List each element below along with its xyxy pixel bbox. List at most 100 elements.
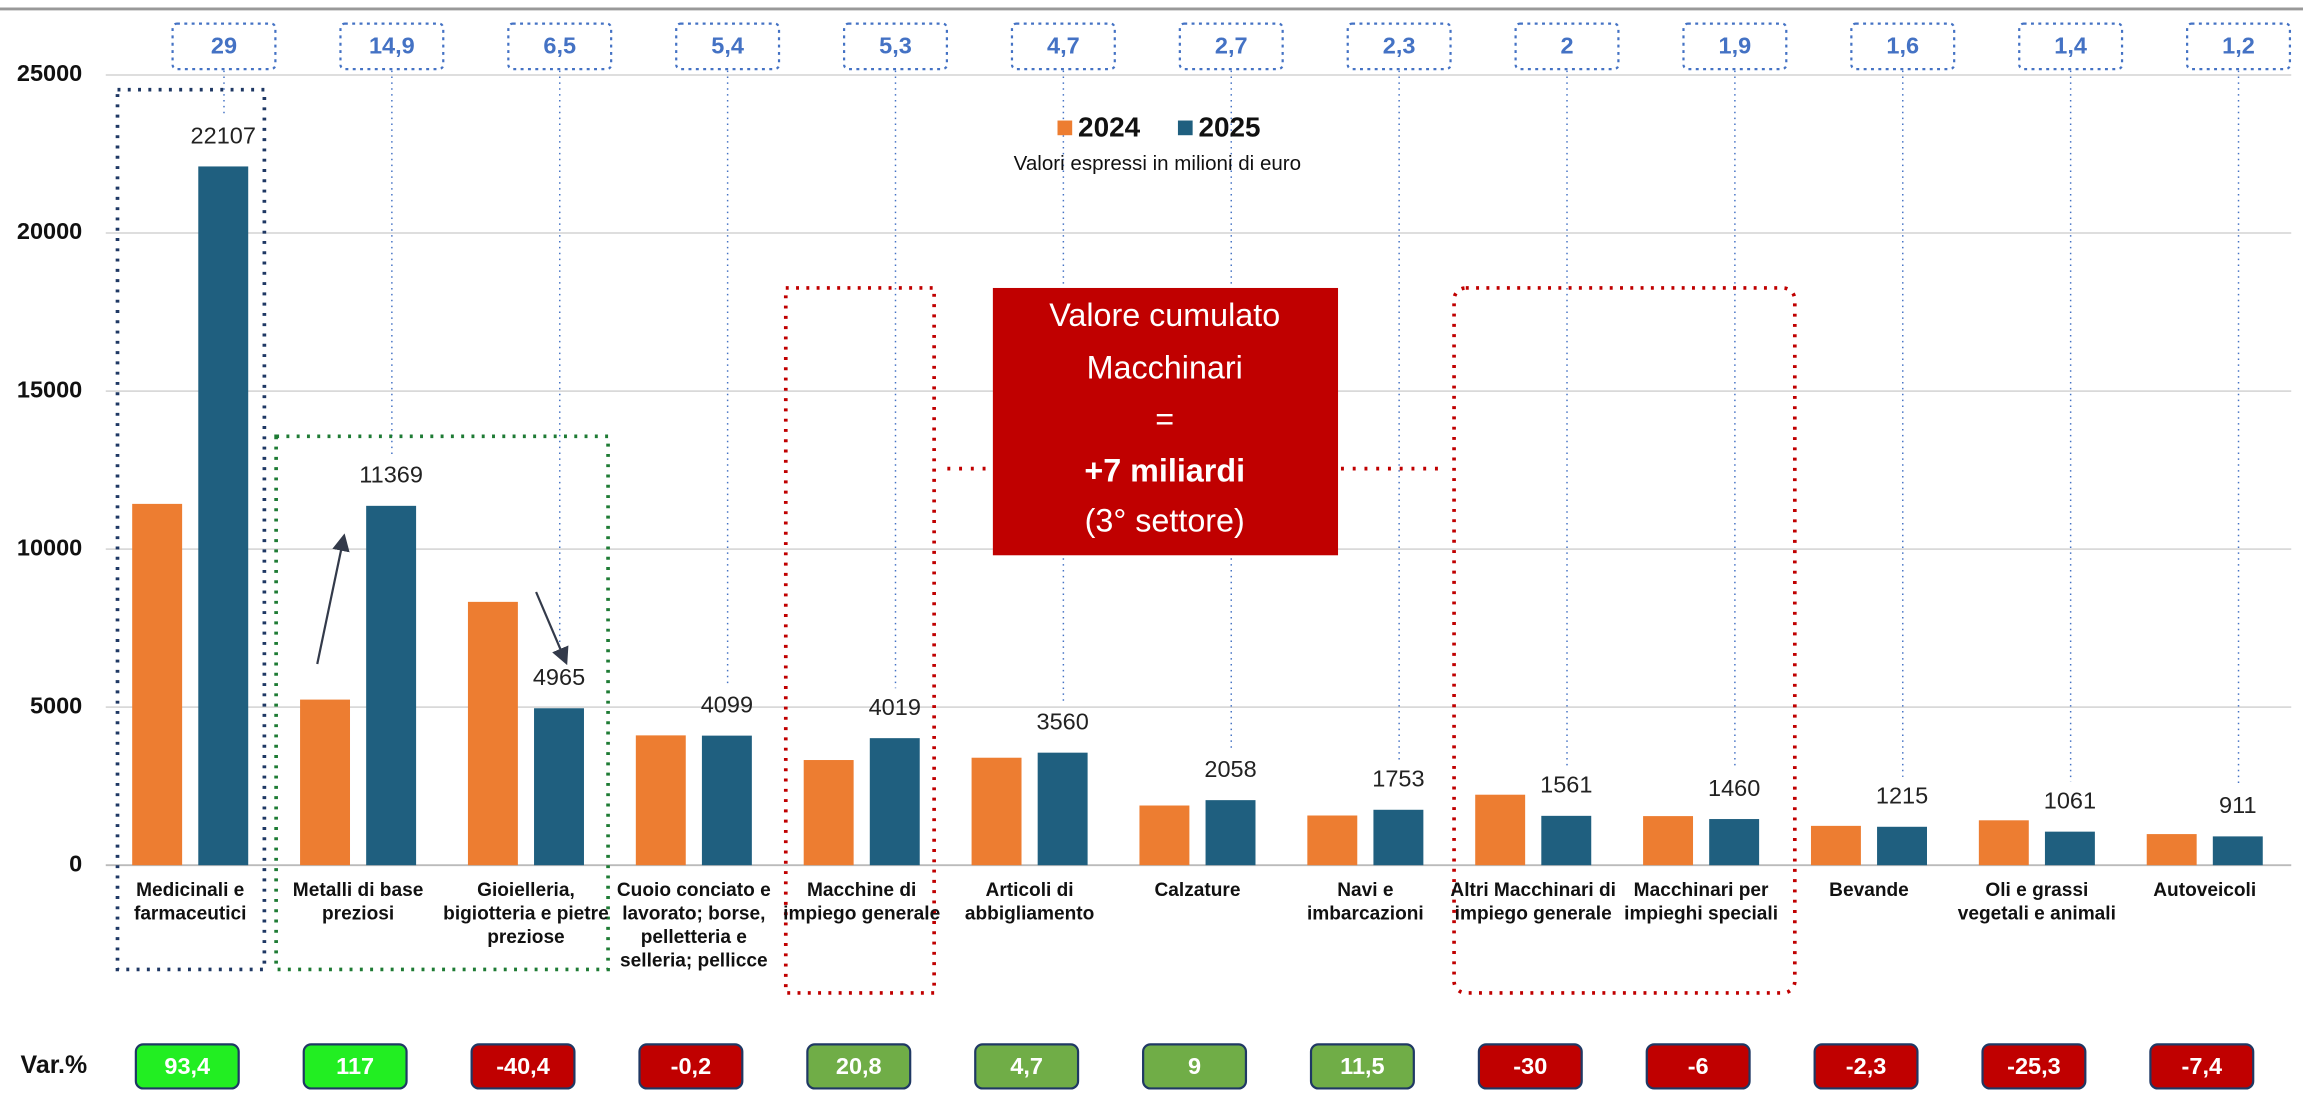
value-label: 2058 bbox=[1204, 756, 1256, 782]
x-tick-label-box: Metalli di base preziosi bbox=[293, 878, 424, 924]
x-tick-label: Bevande bbox=[1829, 878, 1909, 901]
legend-swatch bbox=[1177, 120, 1193, 136]
bar bbox=[971, 757, 1022, 866]
top-box bbox=[507, 22, 613, 71]
var-box bbox=[2149, 1043, 2255, 1090]
x-tick-label: Articoli di abbigliamento bbox=[964, 878, 1095, 924]
bar bbox=[198, 166, 249, 866]
top-box-label: 5,4 bbox=[711, 32, 744, 58]
x-tick-label-box: Navi e imbarcazioni bbox=[1306, 878, 1424, 924]
bar bbox=[1205, 800, 1256, 866]
x-tick-label: Oli e grassi vegetali e animali bbox=[1957, 878, 2116, 924]
top-box bbox=[1010, 22, 1116, 71]
annotation: +7 miliardi bbox=[1084, 453, 1245, 489]
value-label: 1753 bbox=[1372, 766, 1424, 792]
var-label: 20,8 bbox=[836, 1053, 882, 1079]
y-tick-label: 0 bbox=[69, 850, 82, 876]
x-tick-label-box: Bevande bbox=[1829, 878, 1909, 901]
var-label: -30 bbox=[1513, 1053, 1547, 1079]
x-tick-label: Calzature bbox=[1154, 878, 1241, 901]
var-label: -2,3 bbox=[1846, 1053, 1887, 1079]
var-box bbox=[1981, 1043, 2087, 1090]
arrow bbox=[535, 591, 569, 666]
var-box bbox=[1309, 1043, 1415, 1090]
var-label: -0,2 bbox=[671, 1053, 712, 1079]
x-tick-label-box: Articoli di abbigliamento bbox=[964, 878, 1095, 924]
var-label: -7,4 bbox=[2182, 1053, 2223, 1079]
bar bbox=[1541, 815, 1592, 866]
var-box bbox=[1645, 1043, 1751, 1090]
top-box bbox=[1178, 22, 1284, 71]
legend-label: 2024 bbox=[1078, 112, 1141, 143]
bar bbox=[2212, 836, 2263, 866]
x-tick-label: Cuoio conciato e lavorato; borse, pellet… bbox=[616, 878, 771, 971]
var-box bbox=[134, 1043, 240, 1090]
bar bbox=[869, 738, 920, 866]
var-label: -25,3 bbox=[2007, 1053, 2061, 1079]
bar bbox=[1307, 815, 1358, 866]
bar bbox=[132, 503, 183, 866]
bar bbox=[2146, 834, 2197, 866]
x-tick-label: Autoveicoli bbox=[2153, 878, 2257, 901]
top-box bbox=[171, 22, 277, 71]
var-label: Var.% bbox=[21, 1051, 88, 1079]
value-label: 11369 bbox=[359, 462, 423, 488]
top-box bbox=[1514, 22, 1620, 71]
x-tick-label-box: Gioielleria, bigiotteria e pietre prezio… bbox=[443, 878, 609, 948]
top-box-label: 2,3 bbox=[1383, 32, 1416, 58]
top-box-label: 6,5 bbox=[543, 32, 576, 58]
var-label: 11,5 bbox=[1340, 1053, 1384, 1079]
annotation: Valore cumulato bbox=[1049, 297, 1280, 333]
value-label: 22107 bbox=[191, 122, 256, 148]
y-tick-label: 5000 bbox=[30, 692, 82, 718]
var-label: 117 bbox=[336, 1053, 374, 1079]
subtitle: Valori espressi in milioni di euro bbox=[1014, 152, 1301, 175]
var-box bbox=[1142, 1043, 1248, 1090]
top-box-label: 1,6 bbox=[1886, 32, 1919, 58]
value-label: 1460 bbox=[1708, 775, 1760, 801]
top-box bbox=[2018, 22, 2124, 71]
frame bbox=[115, 87, 267, 972]
top-box-label: 4,7 bbox=[1047, 32, 1080, 58]
bar bbox=[1475, 794, 1526, 866]
x-tick-label-box: Autoveicoli bbox=[2153, 878, 2257, 901]
value-label: 4019 bbox=[869, 694, 921, 720]
top-box bbox=[1850, 22, 1956, 71]
var-label: -40,4 bbox=[496, 1053, 550, 1079]
top-box-label: 2 bbox=[1560, 32, 1573, 58]
var-box bbox=[1477, 1043, 1583, 1090]
x-tick-label-box: Calzature bbox=[1154, 878, 1241, 901]
top-box-label: 29 bbox=[211, 32, 237, 58]
bar bbox=[701, 735, 752, 866]
annotation: Macchinari bbox=[1087, 350, 1243, 386]
x-tick-label: Gioielleria, bigiotteria e pietre prezio… bbox=[443, 878, 609, 948]
var-label: 93,4 bbox=[164, 1053, 210, 1079]
var-box bbox=[302, 1043, 408, 1090]
x-tick-label-box: Medicinali e farmaceutici bbox=[133, 878, 247, 924]
bar bbox=[1373, 809, 1424, 866]
var-label: -6 bbox=[1688, 1053, 1709, 1079]
x-tick-label: Medicinali e farmaceutici bbox=[133, 878, 247, 924]
bar bbox=[1978, 820, 2029, 866]
bar bbox=[803, 760, 854, 866]
x-tick-label: Navi e imbarcazioni bbox=[1306, 878, 1424, 924]
value-label: 4099 bbox=[701, 691, 753, 717]
annotation-box bbox=[992, 287, 1339, 556]
x-tick-label: Altri Macchinari di impiego generale bbox=[1450, 878, 1616, 924]
y-tick-label: 25000 bbox=[17, 60, 82, 86]
y-tick-label: 10000 bbox=[17, 534, 82, 560]
bar bbox=[635, 735, 686, 866]
x-tick-label-box: Macchine di impiego generale bbox=[783, 878, 940, 924]
y-tick-label: 15000 bbox=[17, 376, 82, 402]
value-label: 911 bbox=[2219, 792, 2256, 818]
top-box bbox=[675, 22, 781, 71]
value-label: 1215 bbox=[1876, 783, 1928, 809]
x-tick-label-box: Cuoio conciato e lavorato; borse, pellet… bbox=[616, 878, 771, 971]
top-box-label: 1,9 bbox=[1719, 32, 1752, 58]
top-box bbox=[1682, 22, 1788, 71]
frame bbox=[783, 286, 936, 995]
legend-label: 2025 bbox=[1199, 112, 1261, 143]
value-label: 4965 bbox=[533, 664, 585, 690]
var-box bbox=[638, 1043, 744, 1090]
